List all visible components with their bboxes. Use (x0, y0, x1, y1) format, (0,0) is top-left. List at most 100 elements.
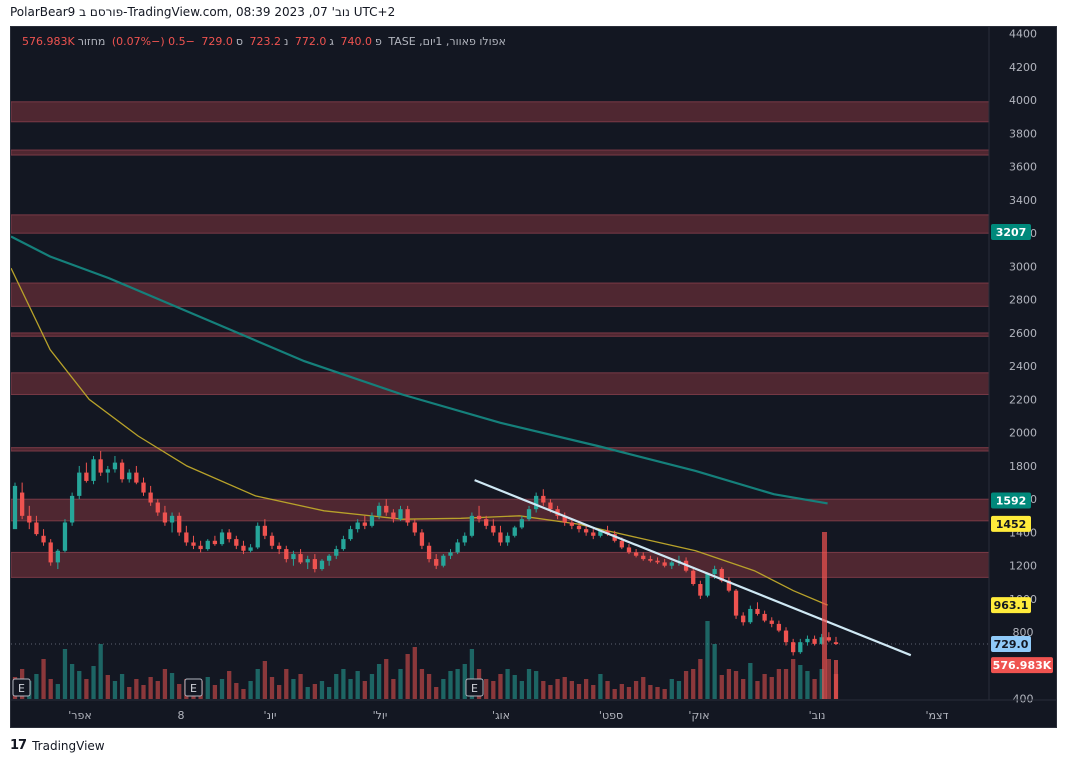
volume-bars (12, 621, 839, 699)
candle-body (776, 623, 782, 631)
candle-body (341, 539, 346, 550)
candle-body (177, 515, 182, 533)
volume-bar (505, 669, 510, 699)
volume-bar (641, 677, 646, 699)
candle-body (291, 554, 296, 560)
resistance-zone (11, 551, 990, 578)
candle-body (119, 462, 125, 480)
candlesticks (12, 450, 839, 656)
candle-body (212, 540, 218, 545)
volume-bar (312, 684, 317, 699)
volume-bar (648, 685, 653, 699)
trendline-line (474, 479, 912, 657)
volume-bar (491, 681, 496, 699)
candle-body (334, 549, 339, 556)
candle-body (812, 638, 817, 644)
candle-body (62, 522, 68, 551)
candle-body (726, 580, 732, 591)
volume-bar (733, 671, 739, 699)
candle-body (655, 560, 660, 563)
volume-bar (319, 681, 325, 699)
candle-body (169, 515, 175, 523)
volume-bar (262, 661, 268, 699)
volume-bar (298, 674, 303, 699)
chart-panel[interactable]: EEE 400600800100012001400160018002000220… (10, 26, 1057, 728)
price-marker-tag (991, 224, 1031, 241)
volume-bar (219, 679, 225, 699)
volume-bar (455, 669, 460, 699)
resistance-zone (11, 332, 990, 337)
volume-bar (426, 674, 432, 699)
high-value: 772.0 (294, 35, 327, 48)
resistance-zone (11, 282, 990, 307)
candle-body (227, 532, 232, 540)
price-tick-label: 2200 (1009, 393, 1037, 406)
candle-body (355, 522, 360, 530)
candle-body (669, 562, 674, 566)
trendline (474, 479, 912, 657)
volume-bar (805, 671, 810, 699)
time-tick-label: 'נוב (809, 709, 826, 722)
price-tick-label: 2000 (1009, 427, 1037, 440)
high-label: ג (329, 35, 334, 48)
volume-bar (655, 687, 660, 699)
candle-body (12, 485, 18, 530)
resistance-zone (11, 214, 990, 234)
candle-body (412, 522, 417, 533)
candle-body (55, 550, 60, 563)
volume-bar (519, 681, 525, 699)
volume-bar (248, 681, 253, 699)
volume-bar (783, 669, 789, 699)
price-chart[interactable]: EEE 400600800100012001400160018002000220… (11, 27, 1056, 727)
candle-body (148, 492, 153, 503)
open-value: 740.0 (340, 35, 372, 48)
publisher-header: PolarBear9 פורסם ב-TradingView.com, 08:3… (10, 5, 396, 19)
time-axis: 'אפר 8 'יונ 'יול 'אוג 'ספט 'אוק 'נוב 'דצמ (11, 699, 1056, 722)
volume-bar (826, 659, 832, 699)
candle-body (269, 535, 275, 546)
volume-bar (834, 660, 838, 699)
candle-body (519, 519, 525, 528)
volume-bar (269, 677, 275, 699)
candle-body (69, 495, 75, 523)
candle-body (77, 472, 82, 496)
price-tick-label: 4000 (1009, 94, 1037, 107)
candle-body (691, 570, 696, 585)
volume-bar (741, 679, 746, 699)
candle-body (733, 590, 739, 616)
volume-bar (712, 644, 717, 699)
price-tick-label: 3400 (1009, 194, 1037, 207)
volume-bar (305, 687, 310, 699)
volume-bar (398, 669, 403, 699)
candle-body (705, 574, 710, 596)
candle-body (134, 472, 139, 483)
price-tick-label: 2400 (1009, 360, 1037, 373)
candle-body (405, 509, 410, 523)
volume-bar (719, 675, 724, 699)
price-tick-label: 3600 (1009, 161, 1037, 174)
volume-bar (605, 681, 610, 699)
volume-bar (91, 666, 96, 699)
candle-body (48, 542, 53, 563)
low-value: 723.2 (249, 35, 282, 48)
volume-bar (512, 675, 517, 699)
volume-bar (755, 681, 760, 699)
candle-body (426, 545, 432, 560)
volume-bar (469, 649, 475, 699)
earnings-marker: E (18, 682, 25, 695)
candle-body (791, 642, 796, 653)
volume-bar (98, 644, 103, 699)
time-tick-label: 8 (178, 709, 185, 722)
candle-body (762, 613, 767, 621)
volume-bar (41, 659, 46, 699)
volume-bar (148, 677, 153, 699)
candle-body (598, 530, 603, 536)
candle-body (833, 642, 839, 645)
volume-bar (619, 684, 624, 699)
volume-bar (177, 684, 182, 699)
time-tick-label: 'אוג (492, 709, 510, 722)
volume-bar (77, 671, 82, 699)
candle-body (384, 505, 389, 513)
candle-body (234, 539, 239, 546)
candle-body (369, 515, 375, 526)
